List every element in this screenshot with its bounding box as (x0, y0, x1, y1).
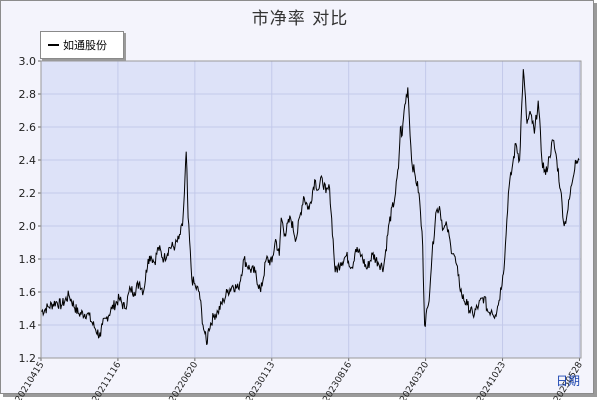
y-tick-label: 1.2 (19, 352, 37, 365)
plot-border (40, 60, 582, 359)
x-axis-label: 日期 (556, 374, 581, 388)
y-tick-label: 2.4 (19, 154, 37, 167)
y-tick-label: 2.8 (19, 88, 37, 101)
x-tick-label: 20241023 (475, 360, 508, 400)
x-tick-label: 20210415 (14, 360, 47, 400)
y-tick-label: 3.0 (19, 55, 37, 68)
x-tick-label: 20230113 (245, 360, 278, 400)
plot-area (41, 61, 581, 358)
y-tick-label: 1.8 (19, 253, 37, 266)
y-tick-label: 2.6 (19, 121, 37, 134)
y-tick-label: 2.0 (19, 220, 37, 233)
series-line (40, 69, 580, 345)
y-tick-label: 2.2 (19, 187, 37, 200)
y-axis-ticks: 1.2 1.4 1.6 1.8 2.0 2.2 2.4 2.6 2.8 3.0 (19, 55, 41, 365)
x-tick-label: 20240320 (398, 360, 431, 400)
x-axis-ticks: 20210415 20211116 20220620 20230113 20230816… (14, 358, 585, 400)
x-tick-label: 20211116 (91, 360, 124, 400)
x-tick-label: 20230816 (321, 360, 354, 400)
y-tick-label: 1.6 (19, 286, 37, 299)
chart-title: 市净率 对比 (251, 9, 349, 29)
legend-label: 如通股份 (63, 39, 107, 52)
x-tick-label: 20220620 (168, 360, 201, 400)
y-tick-label: 1.4 (19, 319, 37, 332)
legend: 如通股份 (40, 31, 124, 59)
legend-swatch (48, 44, 59, 46)
